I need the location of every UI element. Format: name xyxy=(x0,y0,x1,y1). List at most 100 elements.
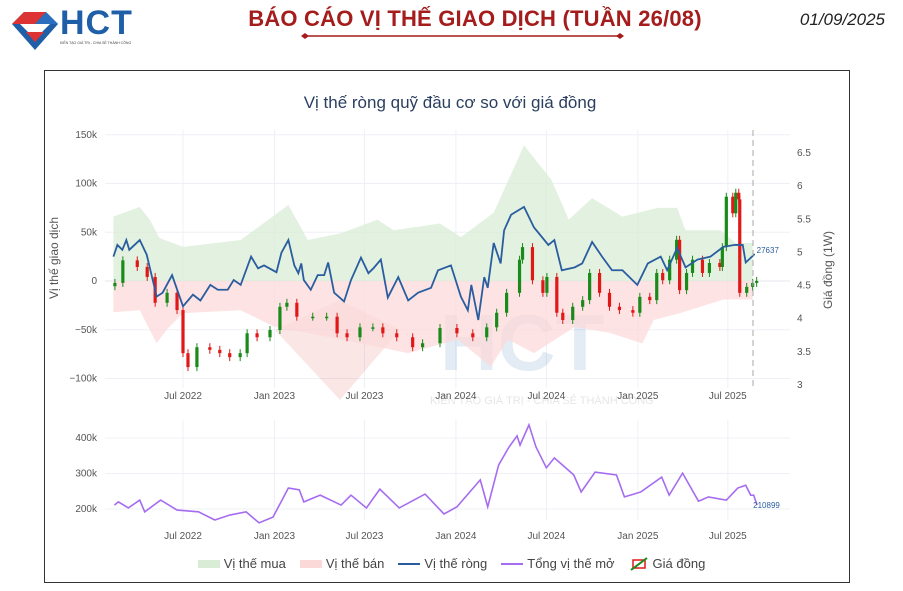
x-tick-label: Jul 2022 xyxy=(164,391,202,402)
y-right-tick-label: 5.5 xyxy=(797,214,811,225)
candle-body xyxy=(268,329,272,338)
oi-y-tick-label: 400k xyxy=(75,433,98,444)
candle xyxy=(438,324,442,348)
y-axis-right-title: Giá đồng (1W) xyxy=(821,231,835,309)
candle xyxy=(186,349,190,372)
candle-body xyxy=(690,259,695,273)
oi-x-tick-label: Jul 2025 xyxy=(709,531,747,542)
candle xyxy=(661,268,665,285)
candle xyxy=(571,302,575,325)
candle xyxy=(181,306,185,358)
candle xyxy=(371,323,375,332)
candle-body xyxy=(597,272,602,293)
candle-body xyxy=(145,266,149,277)
title-underline xyxy=(301,33,624,39)
watermark-tagline: KIẾN TẠO GIÁ TRỊ - CHIA SẺ THÀNH CÔNG xyxy=(430,394,654,407)
candle-body xyxy=(737,192,741,200)
candle-body xyxy=(238,353,242,358)
legend-item-long[interactable]: Vị thế mua xyxy=(197,556,286,571)
open-interest-line xyxy=(113,422,758,524)
candle xyxy=(707,259,712,277)
y-axis-left-title: Vị thế giao dịch xyxy=(47,217,61,299)
y-tick-label: 50k xyxy=(81,227,98,238)
logo-text: HCT xyxy=(60,4,133,42)
candle xyxy=(631,306,635,317)
candle-body xyxy=(228,353,232,358)
legend-label: Tổng vị thế mở xyxy=(527,556,615,571)
candle-body xyxy=(517,259,522,293)
oi-y-tick-label: 200k xyxy=(75,504,98,515)
candle xyxy=(738,195,742,297)
candle-body xyxy=(720,247,724,267)
candle xyxy=(345,329,349,342)
oi-last-value-label: 210899 xyxy=(753,501,780,510)
candle-body xyxy=(471,333,475,338)
legend-label: Vị thế mua xyxy=(223,556,286,571)
legend-label: Vị thế ròng xyxy=(424,556,488,571)
candle-body xyxy=(607,292,612,307)
candle-body xyxy=(438,327,442,344)
oi-x-tick-label: Jan 2024 xyxy=(435,531,477,542)
candle-body xyxy=(707,263,712,273)
legend-item-open-interest[interactable]: Tổng vị thế mở xyxy=(501,556,615,571)
candle xyxy=(745,282,749,297)
x-tick-label: Jan 2025 xyxy=(617,391,659,402)
candle-body xyxy=(505,292,509,313)
candle xyxy=(245,329,249,358)
legend-label: Vị thế bán xyxy=(325,556,385,571)
candle-body xyxy=(135,260,139,267)
legend-item-net[interactable]: Vị thế ròng xyxy=(398,556,487,571)
candle xyxy=(555,272,559,317)
candle xyxy=(588,268,592,305)
candle xyxy=(218,345,222,358)
candle xyxy=(121,256,125,287)
candle xyxy=(581,296,585,311)
report-date: 01/09/2025 xyxy=(799,10,885,29)
candle-body xyxy=(561,312,565,321)
report-title: BÁO CÁO VỊ THẾ GIAO DỊCH (TUẦN 26/08) xyxy=(248,6,702,31)
candle-body xyxy=(571,306,575,321)
candle-body xyxy=(113,282,117,287)
candle xyxy=(734,188,738,218)
y-tick-label: −100k xyxy=(69,374,98,385)
candle xyxy=(545,272,549,297)
candle-body xyxy=(381,327,385,334)
candle-body xyxy=(121,260,125,283)
candle-body xyxy=(648,296,652,301)
candle xyxy=(421,339,425,352)
short-position-area xyxy=(113,281,753,367)
legend: Vị thế mua Vị thế bán Vị thế ròng Tổng v… xyxy=(0,556,903,571)
candle xyxy=(731,192,735,218)
candle xyxy=(638,292,642,317)
y-right-tick-label: 6 xyxy=(797,181,803,192)
candle xyxy=(505,288,509,317)
candle-body xyxy=(208,347,212,350)
chart-frame xyxy=(44,70,850,583)
candle-body xyxy=(755,280,759,283)
legend-item-price[interactable]: Giá đồng xyxy=(629,556,705,571)
legend-item-short[interactable]: Vị thế bán xyxy=(299,556,385,571)
candle xyxy=(335,312,339,338)
candle-body xyxy=(668,259,672,281)
candle-body xyxy=(345,333,349,338)
chart-title: Vị thế ròng quỹ đầu cơ so với giá đồng xyxy=(304,93,597,112)
candle xyxy=(684,268,689,295)
candle-body xyxy=(655,272,659,301)
candle-body xyxy=(358,327,362,338)
x-tick-label: Jul 2025 xyxy=(709,391,747,402)
candle-body xyxy=(700,259,705,273)
candle-body xyxy=(617,306,622,311)
candle-body xyxy=(371,327,375,329)
candle xyxy=(145,263,149,281)
y-right-tick-label: 6.5 xyxy=(797,148,811,159)
candle xyxy=(175,288,179,315)
oi-x-tick-label: Jul 2024 xyxy=(527,531,565,542)
long-position-area xyxy=(113,145,753,281)
candle-body xyxy=(395,333,399,338)
y-right-tick-label: 4.5 xyxy=(797,281,811,292)
candle xyxy=(278,302,282,334)
candle xyxy=(597,268,602,297)
x-tick-label: Jan 2023 xyxy=(254,391,296,402)
candle-body xyxy=(631,310,635,313)
